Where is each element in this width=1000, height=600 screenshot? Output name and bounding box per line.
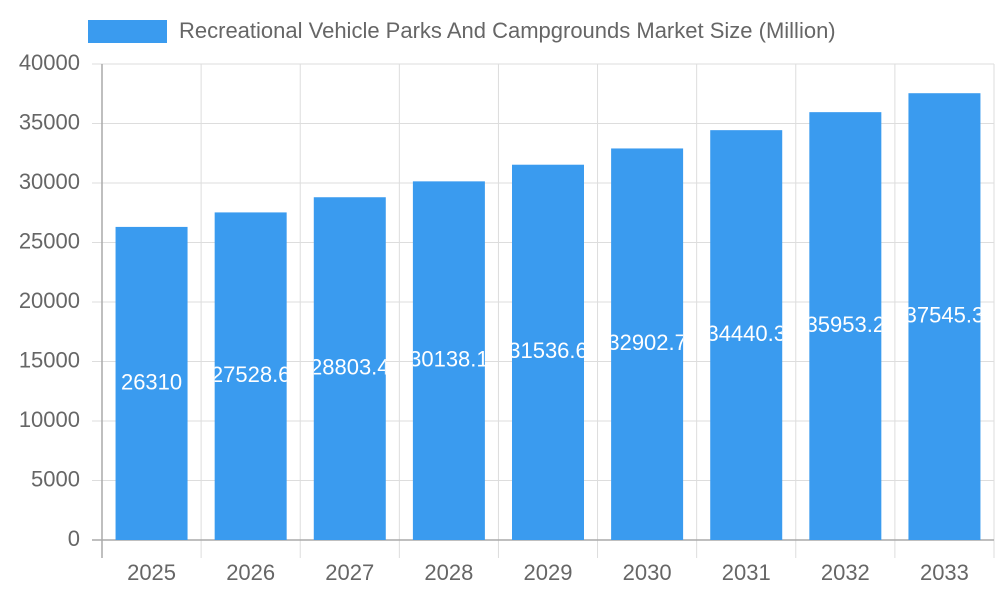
legend-swatch: [88, 20, 167, 43]
value-label: 28803.4: [310, 354, 390, 379]
value-label: 32902.7: [607, 330, 687, 355]
value-label: 26310: [121, 369, 182, 394]
bar: [214, 212, 287, 540]
x-tick-label: 2029: [524, 560, 573, 585]
x-tick-label: 2028: [424, 560, 473, 585]
bar: [313, 197, 386, 540]
bar: [412, 181, 485, 540]
legend-label: Recreational Vehicle Parks And Campgroun…: [179, 18, 836, 43]
x-tick-label: 2033: [920, 560, 969, 585]
bar: [809, 112, 882, 540]
x-tick-label: 2027: [325, 560, 374, 585]
value-label: 30138.1: [409, 346, 489, 371]
y-tick-label: 35000: [19, 109, 80, 134]
value-label: 37545.3: [905, 302, 985, 327]
x-tick-label: 2025: [127, 560, 176, 585]
value-label: 34440.3: [706, 321, 786, 346]
y-tick-label: 40000: [19, 50, 80, 75]
y-tick-label: 10000: [19, 407, 80, 432]
bar: [710, 130, 783, 540]
y-tick-label: 25000: [19, 228, 80, 253]
y-tick-label: 5000: [31, 466, 80, 491]
y-tick-label: 15000: [19, 347, 80, 372]
bar: [115, 226, 188, 540]
y-tick-label: 20000: [19, 288, 80, 313]
x-tick-label: 2032: [821, 560, 870, 585]
bar: [512, 164, 584, 540]
bar: [611, 148, 684, 540]
bar: [908, 93, 981, 540]
x-tick-label: 2031: [722, 560, 771, 585]
y-tick-label: 30000: [19, 169, 80, 194]
x-tick-label: 2030: [623, 560, 672, 585]
x-tick-label: 2026: [226, 560, 275, 585]
value-label: 31536.6: [508, 338, 588, 363]
y-tick-label: 0: [68, 526, 80, 551]
value-label: 27528.6: [211, 362, 291, 387]
value-label: 35953.2: [806, 312, 886, 337]
